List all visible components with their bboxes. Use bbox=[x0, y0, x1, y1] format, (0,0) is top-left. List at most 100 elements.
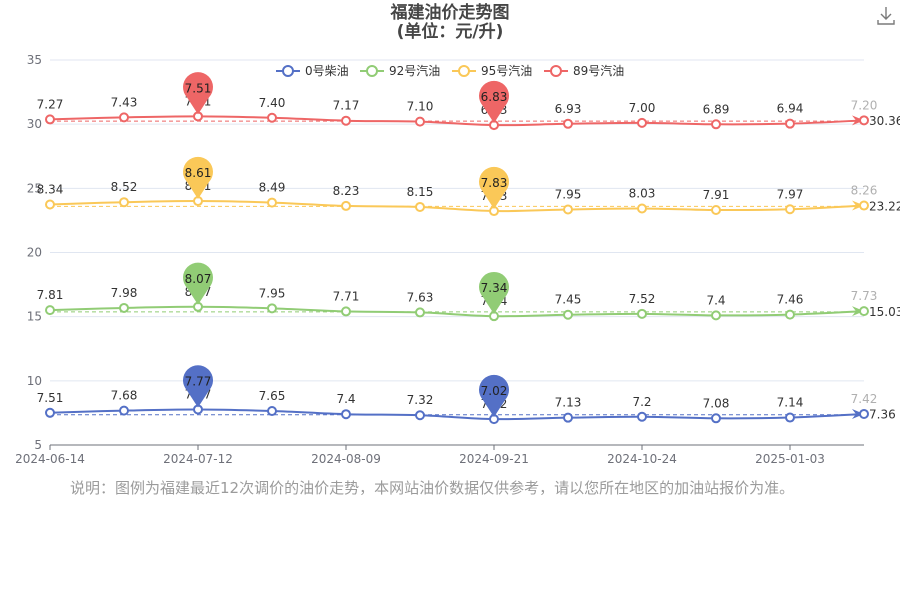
min-pin bbox=[479, 166, 509, 210]
data-point bbox=[415, 410, 425, 421]
legend-marker bbox=[282, 65, 294, 77]
series-line bbox=[49, 115, 865, 127]
x-tick-label: 2024-06-14 bbox=[15, 452, 85, 466]
data-point bbox=[563, 118, 573, 129]
series-0号柴油: 7.36 7.51 7.68 7.77 7.65 7.4 7.32 7.02 7.13 7.2 7.… bbox=[37, 365, 896, 425]
legend-item[interactable]: 95号汽油 bbox=[452, 63, 532, 78]
y-tick-label: 30 bbox=[27, 117, 42, 131]
data-label: 7.73 bbox=[851, 289, 878, 303]
data-point bbox=[119, 405, 129, 416]
data-label: 6.94 bbox=[777, 102, 804, 116]
legend-label: 0号柴油 bbox=[305, 64, 349, 78]
data-label: 7.4 bbox=[706, 293, 725, 307]
data-point bbox=[45, 114, 55, 125]
min-pin bbox=[479, 271, 509, 315]
data-point bbox=[267, 303, 277, 314]
download-icon[interactable] bbox=[874, 4, 898, 28]
data-label: 8.23 bbox=[333, 184, 360, 198]
data-point bbox=[563, 204, 573, 215]
y-tick-label: 10 bbox=[27, 374, 42, 388]
data-label: 7.20 bbox=[851, 98, 878, 112]
max-pin-label: 7.51 bbox=[185, 81, 212, 95]
series-95号汽油: 23.22 8.34 8.52 8.61 8.49 8.23 8.15 7.83 7.95 8.0… bbox=[37, 156, 900, 217]
series-end-arrow bbox=[852, 408, 864, 419]
data-label: 8.34 bbox=[37, 183, 64, 197]
x-tick-label: 2025-01-03 bbox=[755, 452, 825, 466]
data-label: 7.98 bbox=[111, 286, 138, 300]
y-tick-label: 20 bbox=[27, 246, 42, 260]
data-label: 8.49 bbox=[259, 181, 286, 195]
series-line bbox=[49, 200, 865, 213]
data-label: 8.26 bbox=[851, 184, 878, 198]
data-label: 7.00 bbox=[629, 101, 656, 115]
max-pin bbox=[183, 365, 214, 408]
data-point bbox=[341, 306, 351, 317]
data-point bbox=[415, 116, 425, 127]
data-label: 6.89 bbox=[703, 102, 730, 116]
min-pin-label: 7.34 bbox=[481, 281, 508, 295]
data-point bbox=[341, 115, 351, 126]
data-label: 7.32 bbox=[407, 393, 434, 407]
data-point bbox=[785, 412, 795, 423]
data-label: 7.17 bbox=[333, 99, 360, 113]
data-label: 7.46 bbox=[777, 293, 804, 307]
data-point bbox=[119, 302, 129, 313]
series-89号汽油: 30.36 7.27 7.43 7.51 7.40 7.17 7.10 6.83 6.93 7.0… bbox=[37, 72, 900, 131]
data-point bbox=[563, 309, 573, 320]
average-label: 15.03 bbox=[869, 305, 900, 319]
data-label: 7.10 bbox=[407, 100, 434, 114]
data-point bbox=[785, 204, 795, 215]
data-label: 7.52 bbox=[629, 292, 656, 306]
data-label: 7.97 bbox=[777, 187, 804, 201]
data-label: 7.45 bbox=[555, 293, 582, 307]
data-point bbox=[415, 201, 425, 212]
max-pin bbox=[183, 262, 214, 305]
data-label: 7.63 bbox=[407, 290, 434, 304]
data-point bbox=[267, 405, 277, 416]
legend-item[interactable]: 89号汽油 bbox=[544, 63, 624, 78]
data-label: 7.2 bbox=[632, 395, 651, 409]
data-label: 7.81 bbox=[37, 288, 64, 302]
data-label: 7.42 bbox=[851, 392, 878, 406]
x-tick-label: 2024-07-12 bbox=[163, 452, 233, 466]
data-point bbox=[267, 112, 277, 123]
legend-label: 92号汽油 bbox=[389, 63, 440, 78]
data-point bbox=[859, 306, 869, 317]
data-point bbox=[637, 117, 647, 128]
y-tick-label: 5 bbox=[34, 438, 42, 452]
data-label: 8.52 bbox=[111, 180, 138, 194]
data-label: 7.51 bbox=[37, 391, 64, 405]
legend-label: 89号汽油 bbox=[573, 63, 624, 78]
chart-title-line2: (单位：元/升) bbox=[396, 22, 504, 42]
data-point bbox=[45, 199, 55, 210]
data-label: 7.91 bbox=[703, 188, 730, 202]
data-point bbox=[711, 119, 721, 130]
data-point bbox=[341, 200, 351, 211]
data-point bbox=[859, 408, 869, 419]
data-label: 7.13 bbox=[555, 396, 582, 410]
data-point bbox=[45, 305, 55, 316]
data-label: 7.40 bbox=[259, 96, 286, 110]
data-point bbox=[563, 412, 573, 423]
data-label: 7.68 bbox=[111, 389, 138, 403]
data-label: 7.4 bbox=[336, 392, 355, 406]
data-point bbox=[859, 200, 869, 211]
data-label: 7.95 bbox=[555, 188, 582, 202]
data-point bbox=[45, 407, 55, 418]
data-label: 7.43 bbox=[111, 95, 138, 109]
min-pin-label: 7.83 bbox=[481, 176, 508, 190]
x-tick-label: 2024-08-09 bbox=[311, 452, 381, 466]
min-pin-label: 6.83 bbox=[481, 90, 508, 104]
min-pin bbox=[479, 374, 509, 418]
legend-item[interactable]: 0号柴油 bbox=[276, 64, 349, 78]
series-end-arrow bbox=[852, 306, 864, 317]
max-pin-label: 8.61 bbox=[185, 166, 212, 180]
data-point bbox=[711, 205, 721, 216]
chart-footnote: 说明：图例为福建最近12次调价的油价走势，本网站油价数据仅供参考，请以您所在地区… bbox=[70, 479, 795, 497]
legend-marker bbox=[366, 65, 378, 77]
legend-marker bbox=[550, 65, 562, 77]
data-point bbox=[341, 409, 351, 420]
legend-item[interactable]: 92号汽油 bbox=[360, 63, 440, 78]
data-label: 7.14 bbox=[777, 396, 804, 410]
